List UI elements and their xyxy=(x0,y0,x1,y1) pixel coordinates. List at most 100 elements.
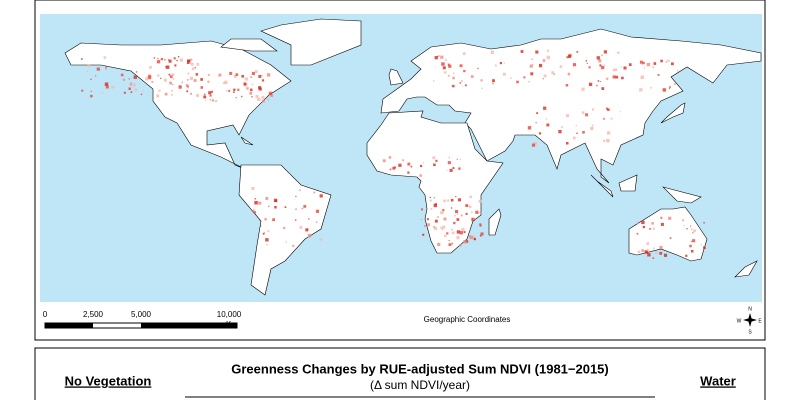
greenness-pixel xyxy=(451,85,453,87)
greenness-pixel xyxy=(261,99,265,103)
greenness-pixel xyxy=(443,199,446,203)
greenness-pixel xyxy=(523,76,526,79)
greenness-pixel xyxy=(209,99,211,101)
greenness-pixel xyxy=(700,244,702,246)
greenness-pixel xyxy=(596,56,600,60)
greenness-pixel xyxy=(617,51,620,54)
greenness-pixel xyxy=(547,49,550,52)
greenness-pixel xyxy=(200,78,203,81)
greenness-pixel xyxy=(444,58,447,61)
greenness-pixel xyxy=(655,251,658,254)
greenness-pixel xyxy=(628,63,632,66)
greenness-pixel xyxy=(301,207,304,210)
greenness-pixel xyxy=(167,59,169,61)
greenness-pixel xyxy=(174,64,177,67)
greenness-pixel xyxy=(530,72,534,76)
greenness-pixel xyxy=(646,62,651,67)
greenness-pixel xyxy=(605,107,608,110)
greenness-pixel xyxy=(251,187,255,190)
greenness-pixel xyxy=(685,254,688,257)
greenness-pixel xyxy=(456,213,458,215)
compass-w: W xyxy=(737,318,742,324)
greenness-pixel xyxy=(591,124,594,127)
greenness-pixel xyxy=(104,82,109,86)
greenness-pixel xyxy=(478,199,482,203)
greenness-pixel xyxy=(228,89,231,92)
greenness-pixel xyxy=(128,78,130,80)
greenness-pixel xyxy=(265,197,269,200)
greenness-pixel xyxy=(566,56,569,59)
greenness-pixel xyxy=(157,58,159,60)
greenness-pixel xyxy=(559,65,563,68)
greenness-pixel xyxy=(619,111,621,113)
greenness-pixel xyxy=(259,219,261,221)
greenness-pixel xyxy=(567,54,572,58)
greenness-pixel xyxy=(165,65,168,69)
greenness-pixel xyxy=(190,58,193,61)
greenness-pixel xyxy=(649,228,651,230)
greenness-pixel xyxy=(454,215,456,217)
greenness-pixel xyxy=(553,73,555,75)
greenness-pixel xyxy=(448,240,450,242)
compass-e: E xyxy=(758,318,762,324)
greenness-pixel xyxy=(601,87,605,90)
greenness-pixel xyxy=(270,94,274,97)
greenness-pixel xyxy=(527,126,532,130)
greenness-pixel xyxy=(588,82,593,86)
greenness-pixel xyxy=(262,233,265,235)
greenness-pixel xyxy=(241,75,244,78)
greenness-pixel xyxy=(449,168,453,172)
greenness-pixel xyxy=(204,93,206,96)
greenness-pixel xyxy=(669,86,671,88)
greenness-pixel xyxy=(673,82,676,86)
greenness-pixel xyxy=(429,196,431,199)
greenness-pixel xyxy=(479,211,482,214)
greenness-pixel xyxy=(264,218,267,221)
greenness-pixel xyxy=(665,61,667,63)
greenness-pixel xyxy=(185,84,189,87)
greenness-pixel xyxy=(452,76,455,80)
greenness-pixel xyxy=(251,71,255,75)
greenness-pixel xyxy=(469,235,474,240)
greenness-pixel xyxy=(266,244,268,246)
greenness-pixel xyxy=(647,253,651,257)
greenness-pixel xyxy=(315,221,318,223)
greenness-pixel xyxy=(567,72,571,76)
greenness-pixel xyxy=(261,75,264,77)
land xyxy=(64,18,762,296)
greenness-pixel xyxy=(315,209,320,213)
scale-bar: 0 2,500 5,000 10,000 Km xyxy=(43,310,242,329)
greenness-pixel xyxy=(90,90,92,92)
greenness-pixel xyxy=(538,132,542,135)
greenness-pixel xyxy=(392,166,396,170)
greenness-pixel xyxy=(465,240,469,243)
greenness-pixel xyxy=(87,64,91,67)
greenness-pixel xyxy=(546,123,550,127)
greenness-pixel xyxy=(646,242,650,245)
greenness-pixel xyxy=(690,228,693,231)
landmass xyxy=(590,174,614,198)
greenness-pixel xyxy=(600,81,602,82)
greenness-pixel xyxy=(389,168,392,171)
greenness-pixel xyxy=(434,66,436,68)
greenness-pixel xyxy=(203,95,207,99)
greenness-pixel xyxy=(434,226,438,231)
greenness-pixel xyxy=(235,97,237,99)
greenness-pixel xyxy=(204,99,206,101)
greenness-pixel xyxy=(652,247,655,250)
greenness-pixel xyxy=(453,72,455,74)
compass: N S E W xyxy=(737,306,763,335)
greenness-pixel xyxy=(299,189,301,191)
greenness-pixel xyxy=(268,205,270,207)
greenness-pixel xyxy=(172,78,175,80)
greenness-pixel xyxy=(233,75,237,78)
greenness-pixel xyxy=(462,52,466,55)
greenness-pixel xyxy=(105,66,107,68)
greenness-pixel xyxy=(520,50,524,53)
landmass xyxy=(240,136,254,146)
greenness-pixel xyxy=(471,217,475,222)
greenness-pixel xyxy=(455,210,459,214)
greenness-pixel xyxy=(134,88,138,92)
greenness-pixel xyxy=(615,75,619,79)
greenness-pixel xyxy=(456,230,460,234)
